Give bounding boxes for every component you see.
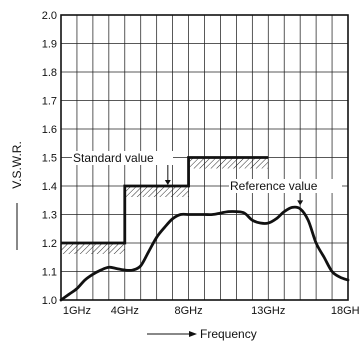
series [59, 156, 350, 302]
standard-hatch [61, 157, 269, 254]
standard-hatch-band [188, 157, 269, 169]
x-axis-title-arrowhead [189, 331, 197, 337]
y-tick-label: 1.0 [42, 295, 57, 307]
standard-value-line [61, 156, 269, 245]
y-tick-label: 1.4 [42, 181, 57, 193]
x-axis-title: Frequency [200, 327, 257, 341]
y-tick-label: 1.1 [42, 267, 57, 279]
x-tick-label: 8GHz [174, 305, 202, 317]
x-tick-labels: 1GHz 4GHz 8GHz 13GHz 18GHz [63, 305, 360, 317]
x-axis-title-group: Frequency [147, 327, 257, 341]
reference-value-label-bg [229, 179, 342, 193]
y-tick-label: 1.6 [42, 124, 57, 136]
reference-value-label: Reference value [230, 179, 318, 193]
reference-value-arrowhead [297, 200, 304, 206]
standard-hatch-band [61, 243, 125, 254]
y-tick-label: 1.7 [42, 96, 57, 108]
y-tick-label: 1.3 [42, 210, 57, 222]
reference-value-curve [59, 205, 350, 302]
y-tick-label: 1.8 [42, 67, 57, 79]
y-tick-label: 1.5 [42, 153, 57, 165]
standard-value-label: Standard value [73, 151, 154, 165]
y-tick-label: 1.9 [42, 39, 57, 51]
y-axis-title: V.S.W.R. [10, 141, 24, 189]
standard-value-arrowhead [164, 180, 171, 185]
plot-frame [60, 14, 349, 301]
standard-value-label-bg [72, 151, 173, 165]
y-tick-label: 1.2 [42, 238, 57, 250]
x-tick-label: 1GHz [63, 305, 91, 317]
standard-hatch-band [124, 186, 189, 197]
y-tick-labels: 1.0 1.1 1.2 1.3 1.4 1.5 1.6 1.7 1.8 1.9 2.0 [42, 10, 57, 307]
y-axis-title-group: V.S.W.R. [10, 141, 24, 250]
annotations: Standard value Reference value [72, 151, 342, 206]
x-tick-label: 4GHz [111, 305, 139, 317]
x-tick-label: 18GHz [331, 305, 360, 317]
x-tick-label: 13GHz [251, 305, 285, 317]
y-tick-label: 2.0 [42, 10, 57, 22]
